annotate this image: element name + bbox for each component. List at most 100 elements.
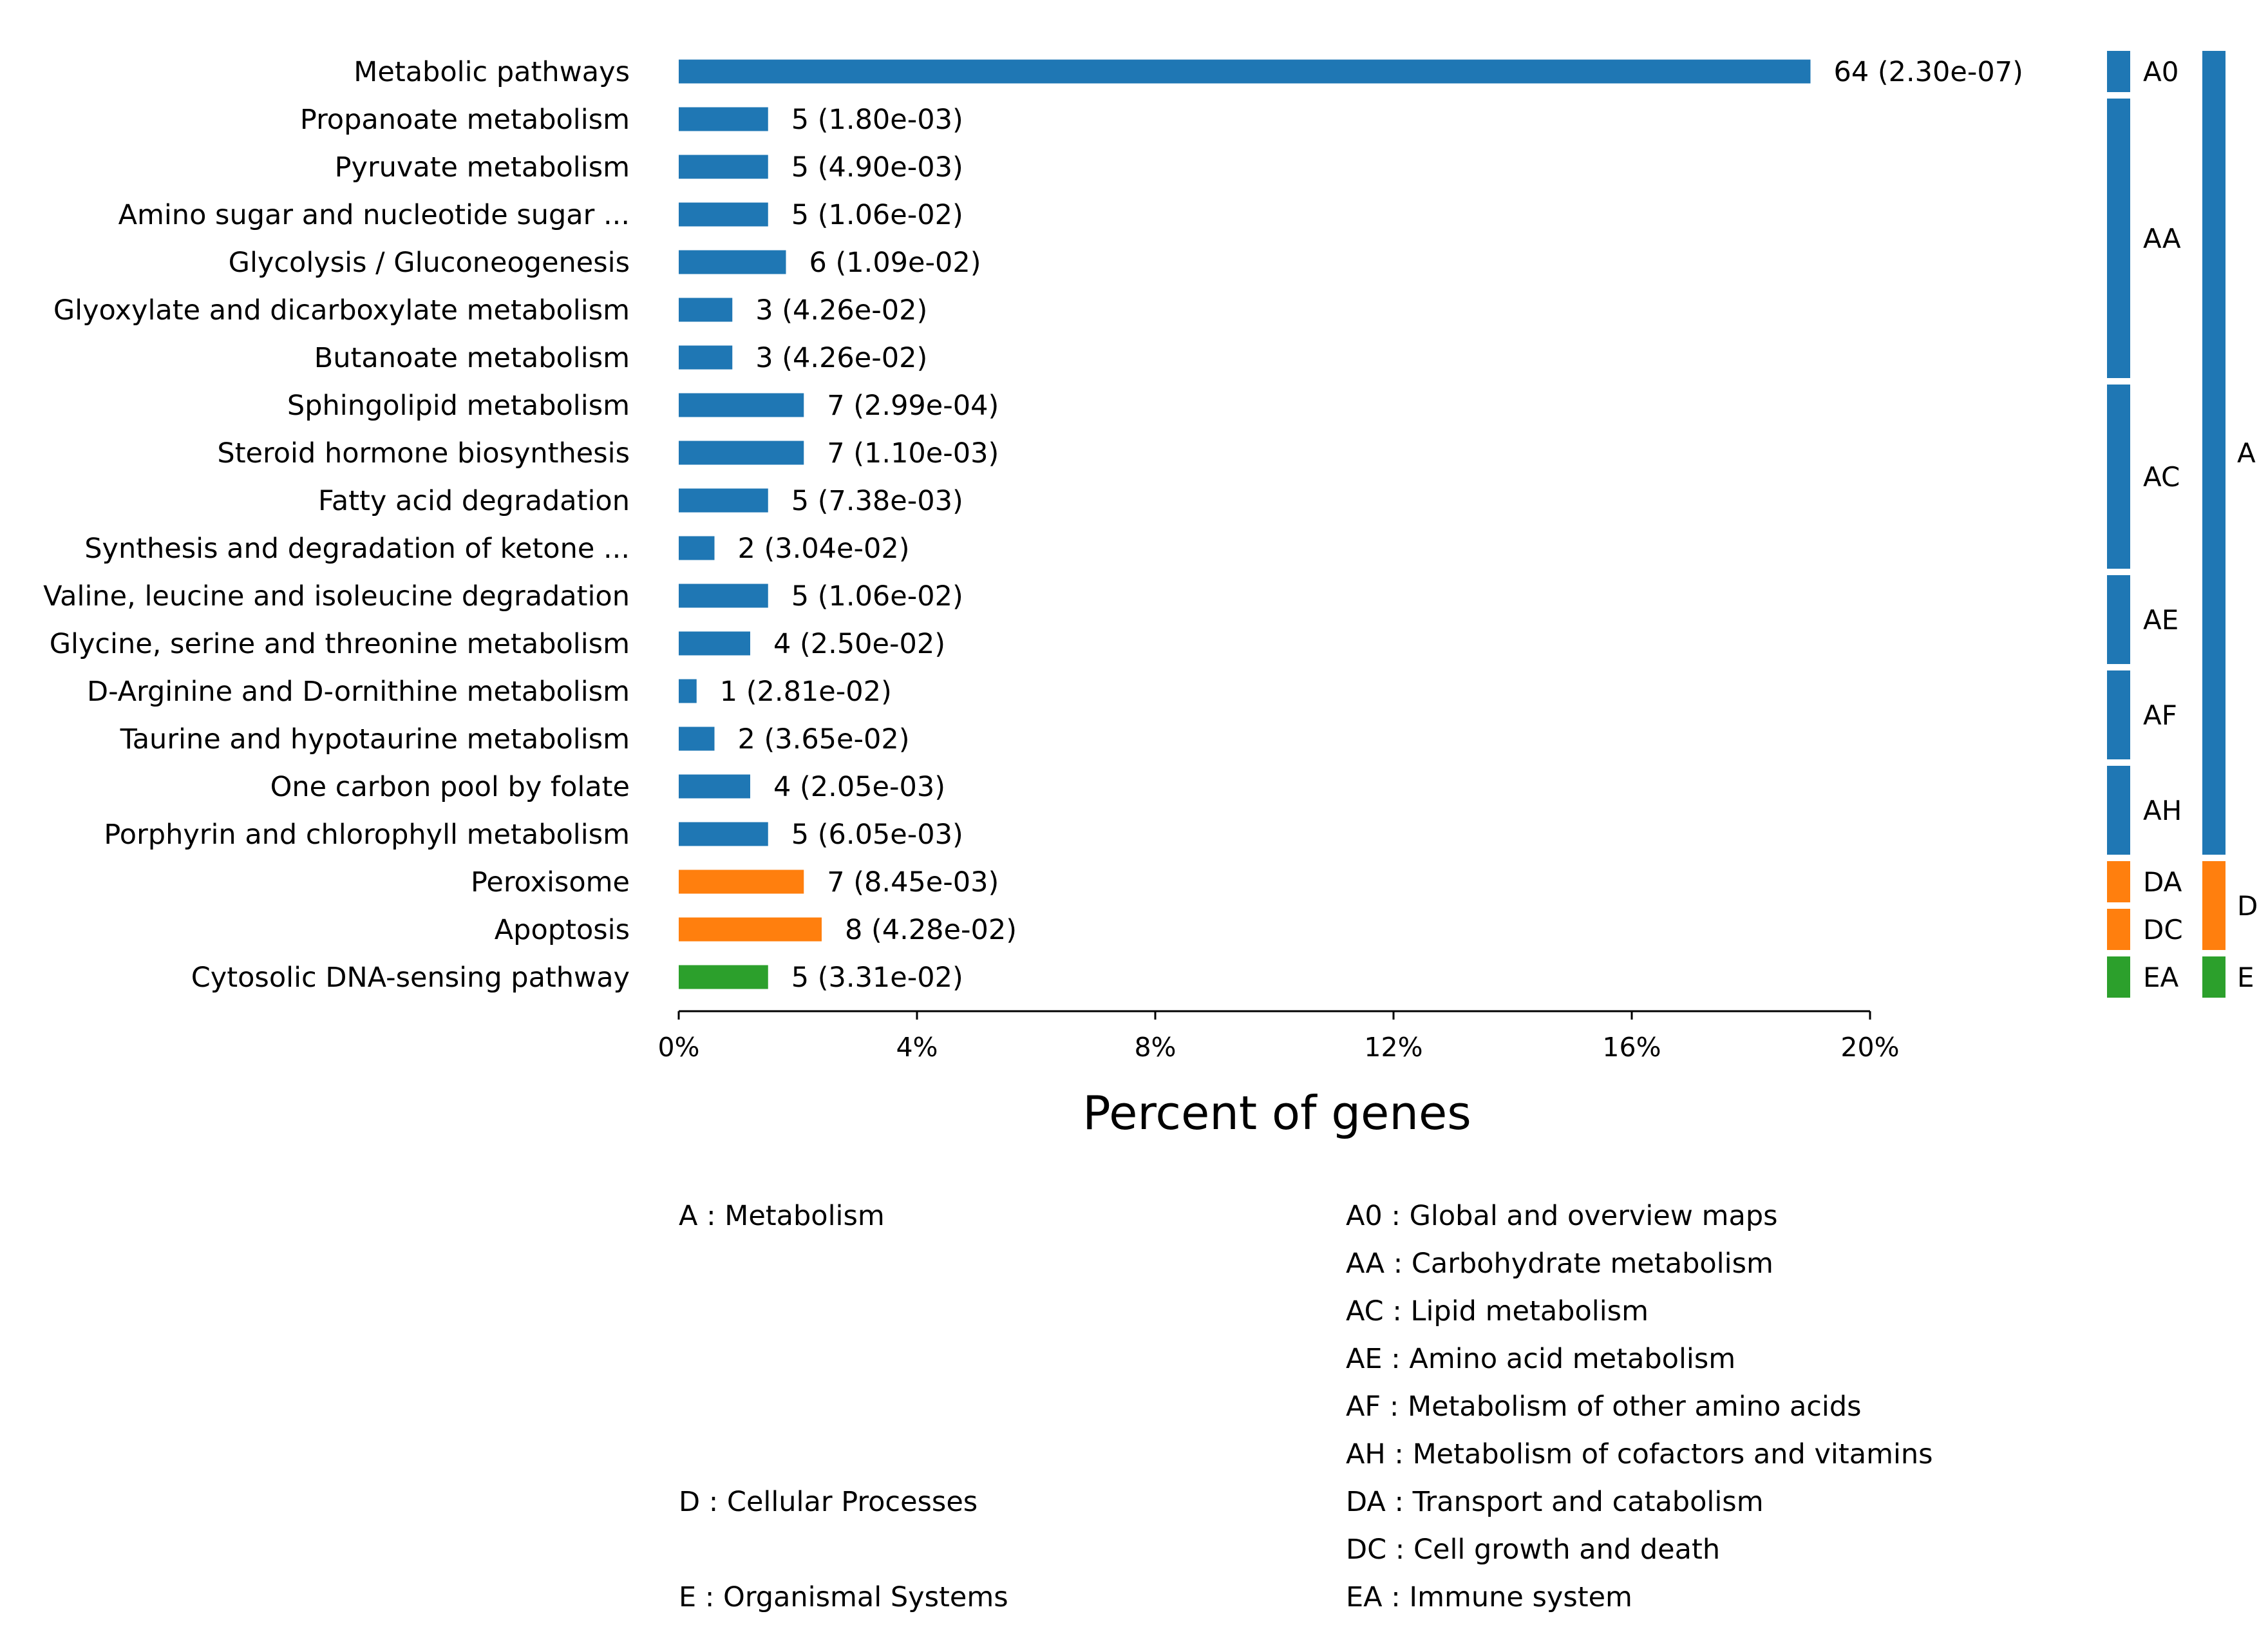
group-label: A [2237, 437, 2256, 469]
category-label: Valine, leucine and isoleucine degradati… [43, 580, 630, 613]
bar-glyoxylate-and-dicarboxylate-metabolism [679, 298, 733, 322]
subgroup-bar-aa [2107, 99, 2130, 378]
value-label: 4 (2.50e-02) [773, 628, 945, 660]
category-label: Fatty acid degradation [318, 485, 630, 517]
x-tick-label: 8% [1134, 1032, 1176, 1063]
subgroup-label: AC [2143, 461, 2180, 493]
bar-d-arginine-and-d-ornithine-metabolism [679, 679, 697, 703]
subgroup-bar-ac [2107, 385, 2130, 569]
bar-propanoate-metabolism [679, 107, 768, 131]
x-tick-label: 16% [1602, 1032, 1661, 1063]
category-label: Cytosolic DNA-sensing pathway [191, 962, 630, 994]
legend-subgroup-entry: AC : Lipid metabolism [1346, 1295, 1649, 1327]
bar-fatty-acid-degradation [679, 488, 768, 513]
legend-subgroup-entry: DA : Transport and catabolism [1346, 1486, 1764, 1518]
value-label: 5 (1.80e-03) [791, 104, 963, 136]
category-legend: A : Metabolism D : Cellular Processes E : … [679, 1200, 1933, 1613]
bar-butanoate-metabolism [679, 345, 733, 370]
value-label: 3 (4.26e-02) [755, 294, 927, 327]
category-label: Porphyrin and chlorophyll metabolism [104, 819, 630, 851]
category-label: Synthesis and degradation of ketone ... [84, 533, 630, 565]
value-label: 7 (1.10e-03) [827, 437, 999, 470]
bar-metabolic-pathways [679, 59, 1811, 84]
value-label: 7 (2.99e-04) [827, 390, 999, 422]
legend-subgroup-entry: AH : Metabolism of cofactors and vitamin… [1346, 1438, 1933, 1470]
group-label: D [2237, 890, 2258, 922]
bar-synthesis-and-degradation-of-ketone [679, 536, 715, 560]
legend-subgroup-entry: AF : Metabolism of other amino acids [1346, 1391, 1862, 1423]
bar-cytosolic-dna-sensing-pathway [679, 965, 768, 989]
subgroup-label: AH [2143, 795, 2182, 826]
bar-one-carbon-pool-by-folate [679, 774, 750, 799]
value-label: 4 (2.05e-03) [773, 771, 945, 803]
group-bar-a [2202, 51, 2225, 855]
value-label: 3 (4.26e-02) [755, 342, 927, 374]
subgroup-bar-a0 [2107, 51, 2130, 92]
value-label: 5 (7.38e-03) [791, 485, 963, 517]
bar-porphyrin-and-chlorophyll-metabolism [679, 822, 768, 846]
bar-amino-sugar-and-nucleotide-sugar [679, 202, 768, 227]
subgroup-label: AF [2143, 699, 2177, 731]
category-label: Amino sugar and nucleotide sugar ... [118, 199, 630, 231]
group-bar-d [2202, 861, 2225, 950]
legend-subgroup-entry: AE : Amino acid metabolism [1346, 1343, 1735, 1375]
category-label: Metabolic pathways [354, 56, 630, 88]
subgroup-label: DC [2143, 914, 2183, 946]
legend-group-entry: A : Metabolism [679, 1200, 885, 1232]
value-label: 7 (8.45e-03) [827, 866, 999, 898]
value-label: 5 (1.06e-02) [791, 580, 963, 613]
subgroup-label: AE [2143, 604, 2178, 636]
bar-pyruvate-metabolism [679, 155, 768, 179]
category-label: Steroid hormone biosynthesis [217, 437, 630, 470]
subgroup-bar-ae [2107, 575, 2130, 664]
bar-apoptosis [679, 917, 822, 942]
category-label: Glycine, serine and threonine metabolism [50, 628, 630, 660]
subgroup-bar-ah [2107, 766, 2130, 855]
value-label: 64 (2.30e-07) [1834, 56, 2023, 88]
value-label: 8 (4.28e-02) [845, 914, 1017, 946]
category-label: Butanoate metabolism [314, 342, 630, 374]
subgroup-bar-ea [2107, 956, 2130, 998]
legend-subgroup-entry: EA : Immune system [1346, 1581, 1632, 1613]
category-label: Pyruvate metabolism [335, 151, 630, 184]
x-tick-label: 20% [1840, 1032, 1899, 1063]
legend-subgroup-entry: A0 : Global and overview maps [1346, 1200, 1778, 1232]
category-label: Apoptosis [495, 914, 630, 946]
value-label: 5 (1.06e-02) [791, 199, 963, 231]
bar-taurine-and-hypotaurine-metabolism [679, 727, 715, 751]
value-label: 5 (4.90e-03) [791, 151, 963, 184]
value-label: 2 (3.65e-02) [738, 723, 910, 755]
x-tick-label: 4% [896, 1032, 938, 1063]
category-label: Glyoxylate and dicarboxylate metabolism [53, 294, 630, 327]
legend-subgroup-entry: AA : Carbohydrate metabolism [1346, 1248, 1773, 1280]
legend-group-entry: E : Organismal Systems [679, 1581, 1008, 1613]
bar-peroxisome [679, 870, 804, 894]
subgroup-label: DA [2143, 866, 2182, 898]
category-label: Peroxisome [471, 866, 630, 898]
subgroup-label: EA [2143, 962, 2179, 993]
x-axis: 0% 4% 8% 12% 16% 20% Percent of genes [657, 1010, 1900, 1140]
group-label: E [2237, 962, 2254, 993]
subgroup-bar-da [2107, 861, 2130, 902]
legend-subgroup-entry: DC : Cell growth and death [1346, 1534, 1720, 1566]
subgroup-bar-af [2107, 670, 2130, 759]
bar-glycine-serine-and-threonine-metabolism [679, 631, 750, 656]
category-label: D-Arginine and D-ornithine metabolism [87, 676, 630, 708]
category-label: Glycolysis / Gluconeogenesis [229, 247, 630, 279]
value-label: 2 (3.04e-02) [738, 533, 910, 565]
bar-steroid-hormone-biosynthesis [679, 441, 804, 465]
x-tick-label: 0% [657, 1032, 699, 1063]
group-bar-e [2202, 956, 2225, 998]
category-label: Sphingolipid metabolism [287, 390, 630, 422]
category-label: One carbon pool by folate [270, 771, 630, 803]
bar-sphingolipid-metabolism [679, 393, 804, 417]
category-label: Propanoate metabolism [300, 104, 630, 136]
x-axis-title: Percent of genes [1082, 1086, 1471, 1140]
bar-valine-leucine-and-isoleucine-degradation [679, 584, 768, 608]
bars-layer: Metabolic pathways 64 (2.30e-07) Propanoat… [43, 56, 2023, 994]
legend-group-entry: D : Cellular Processes [679, 1486, 978, 1518]
value-label: 5 (6.05e-03) [791, 819, 963, 851]
value-label: 6 (1.09e-02) [809, 247, 981, 279]
subgroup-bar-dc [2107, 909, 2130, 950]
